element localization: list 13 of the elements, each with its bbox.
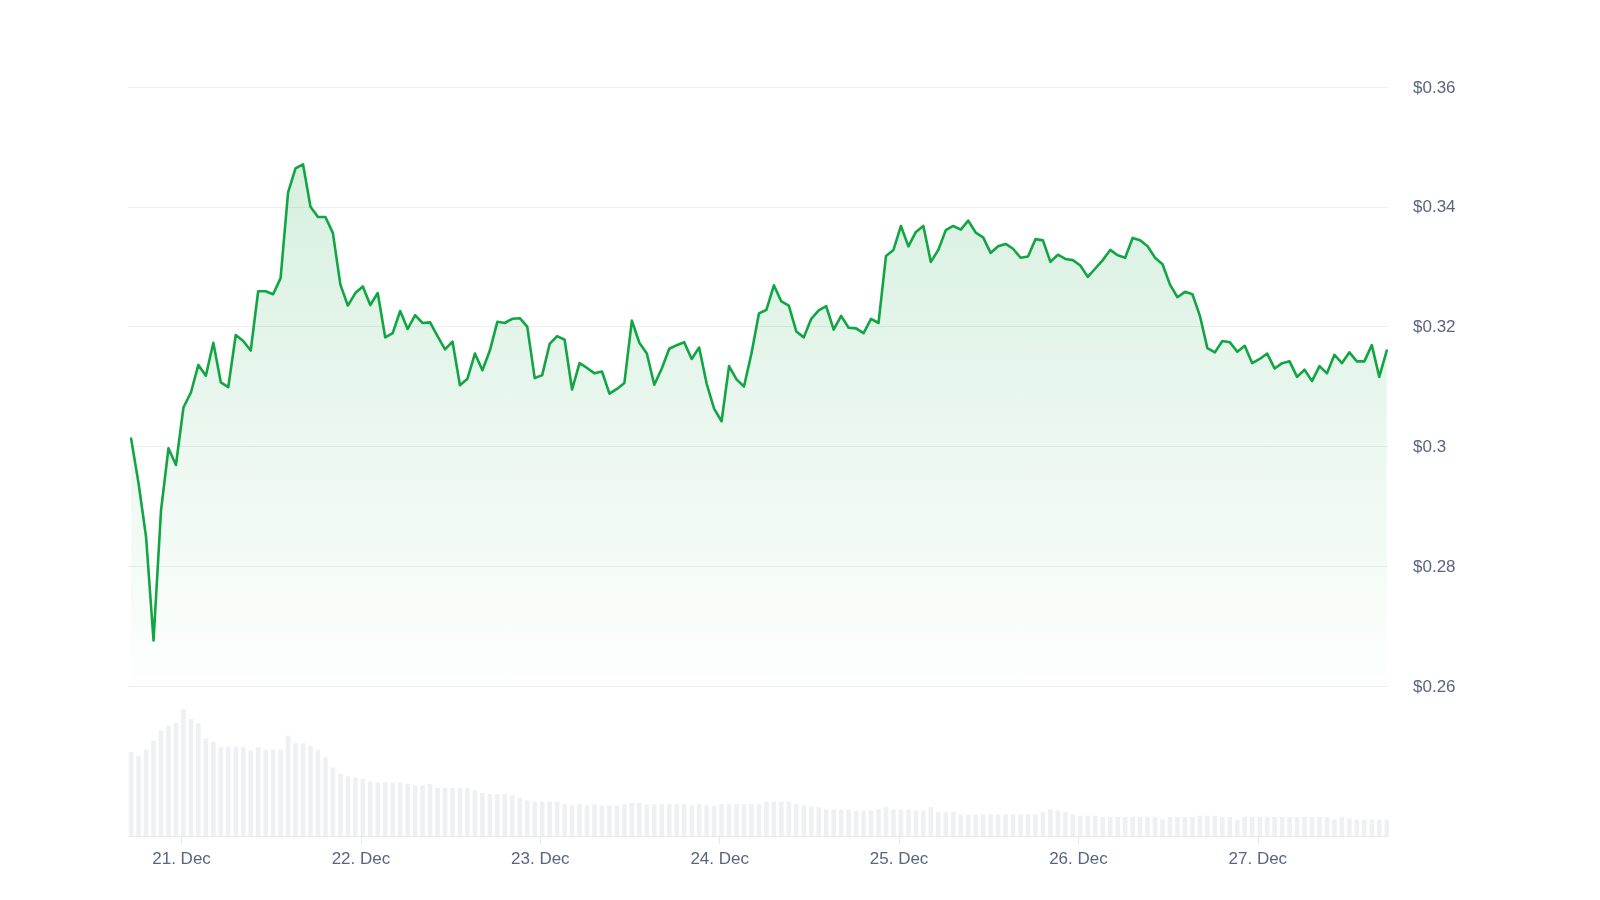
y-tick-label: $0.32 xyxy=(1413,317,1456,337)
x-tick-label: 23. Dec xyxy=(511,849,571,868)
y-tick-label: $0.28 xyxy=(1413,556,1456,576)
x-tick-label: 26. Dec xyxy=(1049,849,1109,868)
y-tick-label: $0.36 xyxy=(1413,77,1456,97)
x-tick-label: 21. Dec xyxy=(152,849,212,868)
x-tick-label: 27. Dec xyxy=(1228,849,1288,868)
x-tick-label: 25. Dec xyxy=(869,849,929,868)
y-tick-label: $0.3 xyxy=(1413,436,1447,456)
y-tick-label: $0.34 xyxy=(1413,197,1456,217)
x-tick-label: 22. Dec xyxy=(331,849,391,868)
x-tick-label: 24. Dec xyxy=(690,849,750,868)
y-tick-label: $0.26 xyxy=(1413,676,1456,696)
